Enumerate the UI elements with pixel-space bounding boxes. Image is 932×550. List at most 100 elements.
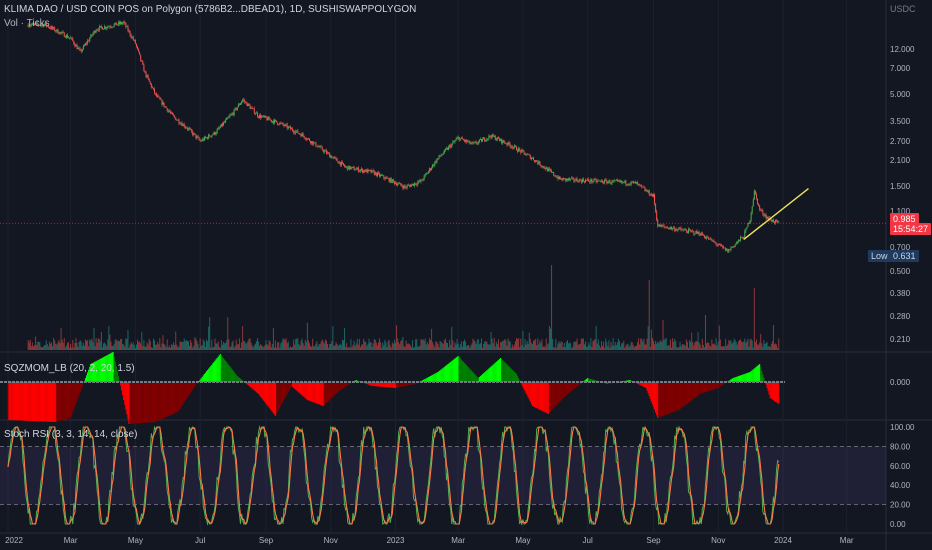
candle-body — [431, 167, 433, 170]
squeeze-bar — [443, 366, 445, 382]
candle-body — [184, 126, 186, 128]
squeeze-bar — [73, 382, 75, 410]
candle-body — [369, 170, 371, 171]
squeeze-bar — [677, 382, 679, 411]
volume-bar — [449, 339, 451, 350]
squeeze-bar — [414, 382, 416, 385]
squeeze-bar — [297, 382, 299, 392]
candle-body — [748, 223, 750, 224]
squeeze-bar — [317, 382, 319, 404]
candle-body — [225, 119, 227, 123]
squeeze-bar — [74, 382, 76, 407]
candle-body — [418, 180, 420, 183]
volume-bar — [736, 344, 738, 350]
price-scale-header[interactable]: USDC — [886, 2, 932, 18]
squeeze-bar — [376, 382, 379, 387]
volume-bar — [333, 345, 335, 350]
squeeze-bar — [709, 382, 711, 391]
candle-body — [652, 194, 654, 197]
candle-body — [681, 229, 683, 231]
squeeze-bar — [424, 378, 426, 382]
candle-body — [457, 137, 459, 138]
candle-body — [37, 22, 39, 25]
candle-body — [538, 161, 540, 164]
squeeze-bar — [51, 382, 54, 422]
candle-body — [190, 128, 192, 130]
candle-body — [425, 173, 427, 175]
squeeze-bar — [43, 382, 45, 422]
volume-bar — [667, 345, 669, 350]
candle-body — [762, 210, 764, 215]
price-tick-label: 0.700 — [890, 243, 911, 252]
squeeze-bar — [13, 382, 15, 421]
candle-body — [667, 227, 669, 230]
volume-bar — [221, 344, 223, 350]
volume-bar — [56, 344, 58, 350]
volume-bar — [488, 344, 490, 350]
candle-body — [372, 170, 374, 172]
squeeze-bar — [682, 382, 684, 407]
volume-bar — [539, 340, 541, 350]
squeeze-bar — [156, 382, 158, 422]
candle-body — [720, 244, 722, 247]
volume-bar — [776, 344, 778, 350]
squeeze-indicator-label[interactable]: SQZMOM_LB (20, 2, 20, 1.5) — [4, 363, 135, 374]
volume-bar — [322, 341, 324, 350]
squeeze-bar — [338, 382, 340, 391]
squeeze-bar — [623, 381, 625, 382]
volume-bar — [353, 340, 355, 350]
squeeze-bar — [270, 382, 272, 411]
candle-body — [60, 32, 62, 33]
candle-body — [487, 138, 489, 140]
squeeze-bar — [252, 382, 254, 390]
squeeze-bar — [316, 382, 318, 404]
squeeze-bar — [42, 382, 44, 422]
candle-body — [167, 110, 169, 112]
volume-bar — [466, 346, 468, 350]
candle-body — [189, 128, 191, 130]
candle-body — [29, 25, 31, 27]
candle-body — [466, 139, 468, 142]
candle-body — [128, 30, 130, 32]
squeeze-bar — [399, 382, 401, 388]
squeeze-bar — [157, 382, 159, 422]
volume-bar — [29, 339, 31, 350]
volume-bar — [266, 343, 268, 350]
squeeze-bar — [250, 382, 252, 388]
candle-body — [161, 99, 163, 105]
volume-bar — [513, 344, 515, 350]
volume-bar — [482, 347, 484, 350]
squeeze-bar — [661, 382, 663, 417]
squeeze-bar — [329, 382, 331, 400]
volume-bar — [162, 335, 164, 350]
stoch-rsi-indicator-label[interactable]: Stoch RSI (3, 3, 14, 14, close) — [4, 429, 138, 440]
volume-bar — [168, 345, 170, 350]
squeeze-bar — [185, 382, 187, 400]
squeeze-bar — [20, 382, 22, 421]
candle-body — [123, 22, 125, 23]
squeeze-bar — [87, 372, 89, 382]
squeeze-bar — [638, 382, 640, 385]
volume-bar — [453, 347, 455, 350]
volume-bar — [37, 341, 39, 350]
squeeze-bar — [708, 382, 710, 392]
volume-bar — [413, 347, 415, 350]
volume-bar — [246, 342, 248, 350]
squeeze-bar — [670, 382, 673, 413]
volume-bar — [219, 347, 221, 350]
squeeze-bar — [341, 382, 344, 389]
candle-body — [277, 122, 279, 125]
squeeze-bar — [451, 361, 453, 382]
candle-body — [120, 22, 122, 24]
squeeze-bar — [188, 382, 191, 395]
squeeze-bar — [390, 382, 392, 388]
candle-body — [505, 143, 507, 145]
candle-body — [639, 184, 641, 186]
squeeze-bar — [559, 382, 561, 402]
candle-body — [240, 103, 241, 105]
candle-body — [663, 225, 665, 227]
volume-bar — [445, 342, 447, 350]
time-axis-label: 2022 — [5, 536, 23, 545]
squeeze-bar — [94, 361, 96, 382]
